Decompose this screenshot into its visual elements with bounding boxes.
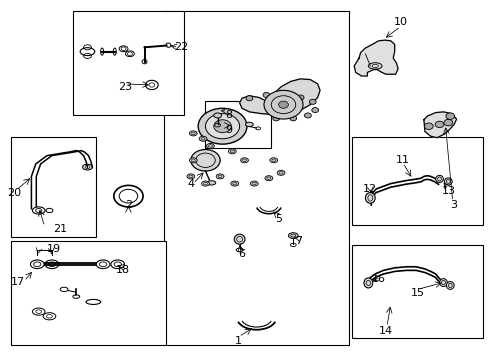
Circle shape xyxy=(443,120,452,126)
Ellipse shape xyxy=(206,143,214,148)
Text: 12: 12 xyxy=(363,184,377,194)
Text: 9: 9 xyxy=(225,125,232,135)
Bar xyxy=(163,12,348,345)
Ellipse shape xyxy=(439,279,447,287)
Text: 14: 14 xyxy=(378,326,392,336)
Ellipse shape xyxy=(189,131,197,136)
Ellipse shape xyxy=(240,158,248,163)
Text: 23: 23 xyxy=(118,82,132,92)
Text: 11: 11 xyxy=(395,155,409,165)
Circle shape xyxy=(263,93,269,98)
Polygon shape xyxy=(239,79,320,115)
Circle shape xyxy=(289,116,296,121)
Ellipse shape xyxy=(230,181,238,186)
Ellipse shape xyxy=(189,158,197,163)
Circle shape xyxy=(190,149,220,171)
Text: 16: 16 xyxy=(371,274,385,284)
Circle shape xyxy=(445,113,454,120)
Circle shape xyxy=(424,123,432,130)
Ellipse shape xyxy=(288,233,298,238)
Ellipse shape xyxy=(264,176,272,181)
Polygon shape xyxy=(423,112,456,138)
Ellipse shape xyxy=(444,178,451,185)
Ellipse shape xyxy=(201,181,209,186)
Bar xyxy=(73,12,183,116)
Ellipse shape xyxy=(45,260,59,269)
Ellipse shape xyxy=(111,260,124,269)
Bar xyxy=(11,137,96,237)
Text: 8: 8 xyxy=(225,111,232,121)
Text: 22: 22 xyxy=(174,42,188,52)
Ellipse shape xyxy=(30,260,44,269)
Text: 1: 1 xyxy=(235,336,242,346)
Circle shape xyxy=(245,96,252,101)
Ellipse shape xyxy=(363,278,372,288)
Ellipse shape xyxy=(228,149,236,154)
Ellipse shape xyxy=(277,170,285,175)
Circle shape xyxy=(297,95,304,100)
Bar xyxy=(351,244,483,338)
Bar xyxy=(351,137,483,225)
Text: 10: 10 xyxy=(393,17,407,27)
Ellipse shape xyxy=(365,193,374,203)
Ellipse shape xyxy=(186,174,194,179)
Text: 21: 21 xyxy=(54,225,68,234)
Bar xyxy=(205,101,271,148)
Ellipse shape xyxy=(250,181,258,186)
Text: 3: 3 xyxy=(450,200,457,210)
Ellipse shape xyxy=(32,207,45,214)
Text: 20: 20 xyxy=(7,188,21,198)
Ellipse shape xyxy=(234,234,244,244)
Text: 19: 19 xyxy=(47,244,61,254)
Text: 5: 5 xyxy=(275,215,282,224)
Text: 6: 6 xyxy=(238,248,245,258)
Ellipse shape xyxy=(245,122,253,127)
Bar xyxy=(11,241,166,345)
Text: 7: 7 xyxy=(295,236,302,246)
Circle shape xyxy=(278,101,288,108)
Ellipse shape xyxy=(446,282,453,289)
Text: 17: 17 xyxy=(11,277,25,287)
Text: 2: 2 xyxy=(124,200,132,210)
Text: 15: 15 xyxy=(410,288,424,298)
Circle shape xyxy=(311,108,318,113)
Text: 13: 13 xyxy=(441,186,455,197)
Text: 18: 18 xyxy=(115,265,129,275)
Ellipse shape xyxy=(80,48,95,55)
Ellipse shape xyxy=(199,136,206,141)
Ellipse shape xyxy=(206,181,215,185)
Polygon shape xyxy=(353,40,397,76)
Ellipse shape xyxy=(213,113,221,118)
Ellipse shape xyxy=(269,158,277,163)
Circle shape xyxy=(304,113,311,118)
Circle shape xyxy=(309,99,316,104)
Circle shape xyxy=(264,90,303,119)
Ellipse shape xyxy=(96,260,110,269)
Circle shape xyxy=(280,93,286,98)
Text: 4: 4 xyxy=(187,179,194,189)
Ellipse shape xyxy=(216,174,224,179)
Circle shape xyxy=(434,121,443,128)
Circle shape xyxy=(213,120,231,133)
Circle shape xyxy=(205,114,239,139)
Ellipse shape xyxy=(435,175,443,183)
Circle shape xyxy=(272,116,279,121)
Circle shape xyxy=(198,108,246,144)
